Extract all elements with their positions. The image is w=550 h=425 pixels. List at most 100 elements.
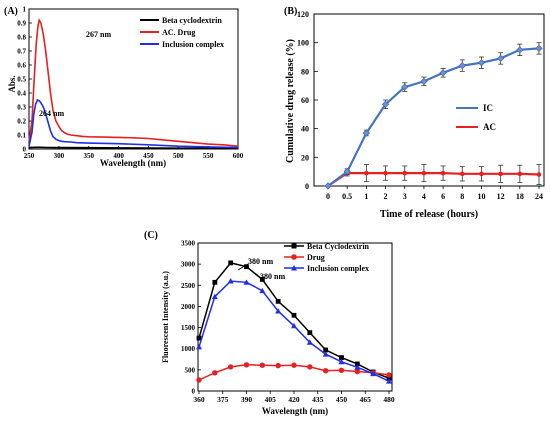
panel-c-point-complex xyxy=(196,344,202,350)
panel-c-legend-marker-beta xyxy=(291,243,297,249)
panel-b-point-ic xyxy=(401,83,409,91)
panel-b-x-tick-label: 18 xyxy=(516,192,524,201)
panel-b-y-tick-label: 0 xyxy=(305,182,309,191)
panel-c-point-drug xyxy=(243,362,250,368)
panel-c-x-tick-label: 420 xyxy=(288,395,300,404)
panel-a-y-axis-label: Abs. xyxy=(7,75,17,92)
panel-a-y-tick-label: 0 xyxy=(23,146,27,154)
panel-b-point-ic xyxy=(516,46,524,54)
panel-c-x-tick-label: 465 xyxy=(360,395,372,404)
panel-b-y-tick-label: 100 xyxy=(297,39,309,48)
panel-b-x-tick-label: 10 xyxy=(477,192,485,201)
panel-a-y-ticks: 0 0.1 0.2 0.3 0.4 0.5 0.6 0.7 0.8 0.9 1 xyxy=(17,6,32,154)
panel-c-point-drug xyxy=(354,368,361,375)
panel-a-y-tick-label: 0.2 xyxy=(17,118,26,126)
panel-a-series xyxy=(28,18,239,150)
panel-b-x-tick-label: 12 xyxy=(497,192,505,201)
panel-c-point-complex xyxy=(322,351,329,357)
panel-b-point-ic xyxy=(439,69,447,77)
panel-c-x-tick-label: 435 xyxy=(312,395,324,404)
panel-c-x-tick-label: 405 xyxy=(265,395,277,404)
panel-b-label: (B) xyxy=(284,6,297,17)
panel-b-y-ticks: 0 20 40 60 80 100 120 xyxy=(297,10,318,191)
panel-c-point-complex xyxy=(370,370,377,377)
panel-c-point-drug xyxy=(196,377,202,383)
panel-a-x-tick-label: 450 xyxy=(143,152,154,160)
panel-c-x-tick-label: 390 xyxy=(241,395,253,404)
panel-b-y-axis-label: Cumulative drug release (%) xyxy=(285,39,296,163)
panel-b-legend-ac: AC xyxy=(483,122,496,132)
panel-b-point-ac xyxy=(517,171,523,177)
panel-b-point-ic xyxy=(420,77,428,85)
panel-b-point-ic xyxy=(535,44,543,53)
panel-a-x-tick-label: 600 xyxy=(233,152,244,160)
panel-a: (A) 0 0.1 0.2 0.3 0.4 0.5 0.6 0.7 0.8 0.9 1 250 300… xyxy=(4,6,244,169)
panel-a-label: (A) xyxy=(4,6,18,17)
panel-a-x-tick-label: 550 xyxy=(203,152,214,160)
panel-a-legend-complex: Inclusion complex xyxy=(162,40,224,49)
panel-a-y-tick-label: 0.3 xyxy=(17,104,26,112)
panel-a-y-tick-label: 1 xyxy=(23,6,27,14)
panel-c-point-beta xyxy=(228,260,234,266)
panel-c-point-complex xyxy=(275,308,282,314)
panel-c-point-complex xyxy=(259,287,266,294)
panel-c-legend-marker-drug xyxy=(291,254,297,260)
panel-b-point-ac xyxy=(498,171,503,177)
panel-a-series-line-0 xyxy=(28,146,238,150)
panel-c-point-drug xyxy=(338,367,345,373)
panel-c-x-tick-label: 450 xyxy=(336,395,348,404)
panel-b-point-ac xyxy=(421,170,427,176)
panel-c-point-beta xyxy=(212,279,218,285)
panel-b-y-tick-label: 80 xyxy=(301,67,309,76)
panel-b-x-tick-label: 1 xyxy=(364,192,368,201)
panel-c-point-drug xyxy=(291,362,297,368)
panel-c-y-tick-label: 0 xyxy=(192,388,196,396)
panel-b-point-ac xyxy=(383,170,388,176)
panel-c-point-drug xyxy=(386,372,392,378)
panel-b-y-tick-label: 40 xyxy=(301,125,309,134)
panel-a-series-line-1 xyxy=(28,18,239,147)
panel-c-y-tick-label: 3500 xyxy=(181,240,196,248)
panel-a-y-tick-label: 0.7 xyxy=(17,48,26,56)
panel-b-x-tick-label: 0 xyxy=(326,192,330,201)
panel-c-point-complex xyxy=(338,358,345,365)
panel-a-legend-beta: Beta cyclodextrin xyxy=(162,16,222,25)
panel-a-y-tick-label: 0.5 xyxy=(17,76,26,84)
panel-b-y-tick-label: 20 xyxy=(301,153,309,162)
panel-c-point-drug xyxy=(227,364,234,370)
panel-a-x-axis-label: Wavelength (nm) xyxy=(100,158,166,168)
panel-c-y-tick-label: 2000 xyxy=(181,303,196,311)
panel-b-x-tick-label: 2 xyxy=(384,192,388,201)
panel-c-point-beta xyxy=(307,330,313,336)
panel-b-point-ic xyxy=(477,59,486,67)
panel-c-series-line-0 xyxy=(198,262,390,379)
panel-c-y-axis-label: Fluorescent Intensity (a.u.) xyxy=(161,271,170,363)
panel-c-point-beta xyxy=(354,361,360,367)
panel-b-series xyxy=(324,42,543,190)
panel-a-x-tick-label: 350 xyxy=(83,152,94,160)
panel-c-y-tick-label: 1500 xyxy=(181,324,196,332)
panel-b-point-ic xyxy=(324,182,332,190)
panel-b-x-tick-label: 8 xyxy=(460,192,464,201)
panel-c-annotation-1: 380 nm xyxy=(248,257,273,266)
panel-c-point-complex xyxy=(306,339,313,345)
panel-c-legend-drug: Drug xyxy=(307,253,325,262)
panel-c-point-beta xyxy=(275,298,281,304)
panel-c-point-drug xyxy=(212,370,218,376)
panel-b-x-ticks: 0 0.5 1 2 3 4 6 8 10 12 18 24 xyxy=(326,186,543,201)
panel-a-annotation-264: 264 nm xyxy=(39,109,64,118)
panel-c-point-complex xyxy=(386,378,392,384)
panel-a-legend-drug: AC. Drug xyxy=(162,28,195,37)
panel-a-legend: Beta cyclodextrin AC. Drug Inclusion com… xyxy=(140,16,224,49)
panel-c-x-ticks: 360 375 390 405 420 435 450 465 480 xyxy=(193,391,395,404)
panel-c-legend: Beta Cyclodextrin Drug Inclusion complex xyxy=(284,242,370,273)
panel-a-y-tick-label: 0.1 xyxy=(17,132,26,140)
panel-c-x-tick-label: 375 xyxy=(217,395,229,404)
panel-a-y-tick-label: 0.8 xyxy=(17,34,26,42)
panel-c-annotation-arrow xyxy=(237,263,249,271)
panel-b-point-ac xyxy=(402,170,408,176)
panel-c-point-drug xyxy=(322,368,329,374)
